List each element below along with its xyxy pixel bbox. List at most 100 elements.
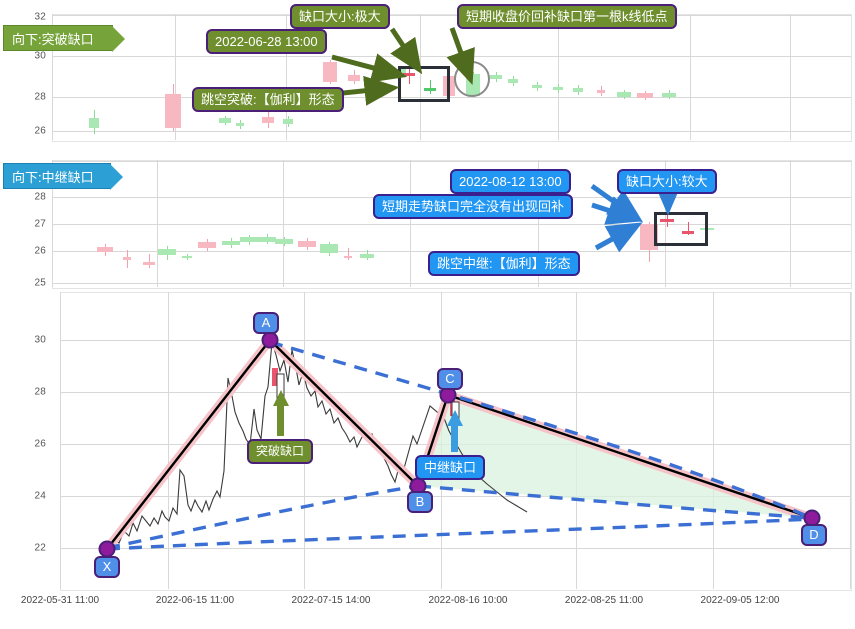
- gap-fill-circle: [454, 61, 490, 97]
- candle: [165, 84, 181, 131]
- y-tick: 30: [34, 334, 46, 346]
- pivot-point-a[interactable]: [261, 331, 279, 349]
- gridline-h: [52, 97, 851, 98]
- gridline-h: [52, 283, 851, 284]
- y-tick: 26: [34, 438, 46, 450]
- gap-highlight-box: [654, 212, 708, 246]
- main-plot-area: [60, 292, 852, 591]
- tag-gap-datetime: 2022-08-12 13:00: [450, 169, 571, 194]
- candle: [597, 86, 605, 96]
- breakaway-direction-label: 向下:突破缺口: [12, 31, 94, 47]
- tag-gap-datetime: 2022-06-28 13:00: [206, 29, 327, 54]
- gridline-v: [286, 14, 287, 140]
- candle: [662, 90, 676, 99]
- x-tick: 2022-07-15 14:00: [291, 595, 371, 606]
- candle: [236, 120, 244, 129]
- pivot-label-d[interactable]: D: [801, 524, 827, 546]
- gridline-v: [52, 160, 53, 287]
- gridline-h: [52, 56, 851, 57]
- gridline-h: [60, 340, 851, 341]
- candle-gap-first: [403, 66, 415, 84]
- gridline-v: [690, 14, 691, 140]
- tag-gap-size: 缺口大小:较大: [617, 169, 717, 194]
- candle: [89, 110, 99, 134]
- y-tick: 22: [34, 542, 46, 554]
- gridline-h: [60, 548, 851, 549]
- x-tick: 2022-08-16 10:00: [428, 595, 508, 606]
- candle: [360, 250, 374, 260]
- breakaway-direction-ribbon: 向下:突破缺口: [3, 25, 125, 52]
- tag-breakaway-gap: 突破缺口: [247, 439, 314, 464]
- candle-gap-second: [660, 214, 674, 227]
- candle-gap-first: [640, 222, 658, 262]
- ribbon-arrow-tip: [112, 26, 125, 52]
- gridline-v: [420, 14, 421, 140]
- candle: [508, 76, 518, 86]
- main-wave-panel: 30 28 26 24 22: [0, 290, 855, 629]
- candle: [97, 244, 113, 256]
- gridline-v: [665, 160, 666, 287]
- x-tick: 2022-06-15 11:00: [155, 595, 235, 606]
- y-tick: 28: [34, 91, 46, 103]
- y-tick: 25: [34, 277, 46, 289]
- candle: [490, 72, 502, 82]
- y-tick: 27: [34, 218, 46, 230]
- pivot-label-x[interactable]: X: [94, 556, 120, 578]
- x-tick: 2022-08-25 11:00: [564, 595, 644, 606]
- candle: [617, 90, 631, 99]
- y-tick: 28: [34, 386, 46, 398]
- x-tick: 2022-09-05 12:00: [700, 595, 780, 606]
- y-tick: 32: [34, 11, 46, 23]
- candle: [344, 248, 352, 260]
- candle: [222, 238, 240, 248]
- gridline-v: [441, 292, 442, 589]
- gridline-v: [168, 292, 169, 589]
- gridline-h: [52, 224, 851, 225]
- pivot-point-x[interactable]: [98, 540, 116, 558]
- y-tick: 30: [34, 50, 46, 62]
- continuation-direction-ribbon: 向下:中继缺口: [3, 163, 123, 190]
- candle: [262, 112, 274, 128]
- gridline-v: [850, 292, 851, 589]
- ribbon-arrow-tip: [110, 164, 123, 190]
- y-tick: 28: [34, 191, 46, 203]
- candle-gap-second: [424, 80, 436, 94]
- gridline-v: [790, 160, 791, 287]
- gridline-h: [52, 131, 851, 132]
- candle: [283, 116, 293, 127]
- gridline-v: [60, 292, 61, 589]
- candle: [198, 239, 216, 251]
- candle: [323, 60, 337, 84]
- continuation-gap-panel: 28 27 26 25: [0, 150, 855, 290]
- gridline-v: [790, 14, 791, 140]
- gridline-h: [60, 444, 851, 445]
- candle: [298, 238, 316, 250]
- candle: [553, 84, 563, 93]
- gap-highlight-box: [398, 66, 450, 102]
- pivot-label-a[interactable]: A: [253, 312, 279, 334]
- candle: [123, 250, 131, 268]
- candle: [637, 91, 653, 100]
- tag-gap-pattern: 跳空中继:【伽利】形态: [428, 251, 580, 276]
- y-tick: 26: [34, 125, 46, 137]
- gridline-v: [283, 160, 284, 287]
- continuation-direction-label: 向下:中继缺口: [12, 169, 94, 185]
- gridline-v: [713, 292, 714, 589]
- candle: [240, 235, 258, 245]
- y-tick: 24: [34, 490, 46, 502]
- breakaway-gap-panel: 32 30 28 26: [0, 0, 855, 150]
- tag-gap-size: 缺口大小:极大: [290, 4, 390, 29]
- candle: [219, 116, 231, 125]
- candle: [348, 70, 360, 84]
- candle: [532, 82, 542, 91]
- pivot-label-b[interactable]: B: [407, 491, 433, 513]
- x-tick: 2022-05-31 11:00: [20, 595, 100, 606]
- gridline-h: [52, 15, 851, 16]
- gridline-v: [175, 14, 176, 140]
- candle: [573, 85, 583, 95]
- pivot-label-c[interactable]: C: [437, 368, 463, 390]
- y-tick: 26: [34, 245, 46, 257]
- tag-continuation-gap: 中继缺口: [415, 455, 486, 480]
- candle: [158, 246, 176, 260]
- candle: [275, 237, 293, 246]
